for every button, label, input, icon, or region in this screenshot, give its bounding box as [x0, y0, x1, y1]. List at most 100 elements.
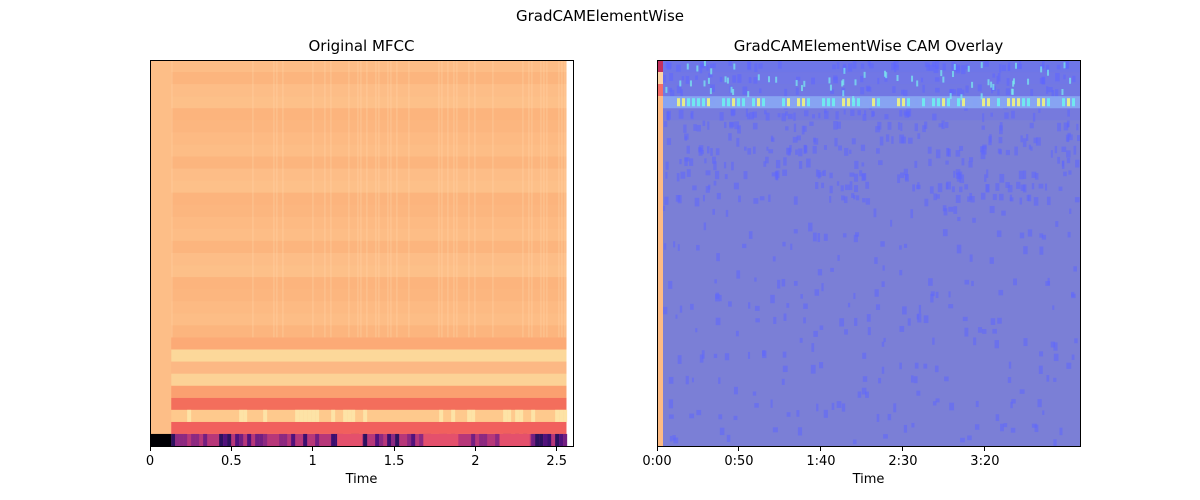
cam-speckle	[865, 391, 869, 398]
cam-speckle	[714, 170, 720, 180]
cam-speckle	[946, 147, 949, 157]
cam-speckle	[854, 160, 859, 169]
cam-speckle	[1008, 361, 1012, 369]
mfcc-cell	[291, 433, 296, 446]
cam-speckle	[910, 209, 914, 219]
cam-speckle	[1074, 338, 1078, 344]
cam-hot-cell	[1042, 98, 1045, 107]
mfcc-xtick-label: 1.5	[383, 454, 405, 469]
mfcc-row	[171, 204, 567, 217]
cam-speckle	[1026, 134, 1029, 141]
mfcc-cell	[507, 409, 512, 422]
mfcc-band	[171, 349, 567, 362]
cam-overlay-heatmap	[657, 60, 1080, 446]
cam-speckle	[681, 76, 685, 81]
cam-speckle	[1038, 108, 1041, 113]
mfcc-band	[171, 397, 567, 410]
cam-speckle	[752, 146, 756, 154]
cam-speckle	[1071, 354, 1075, 360]
mfcc-band	[171, 421, 567, 434]
cam-speckle	[677, 244, 680, 251]
cam-speckle	[669, 89, 675, 97]
cam-speckle	[1047, 277, 1050, 286]
cam-speckle	[857, 391, 862, 398]
mfcc-cell	[555, 433, 560, 446]
cam-speckle	[1020, 184, 1026, 191]
mfcc-cell	[503, 409, 508, 422]
cam-speckle	[929, 186, 934, 194]
mfcc-texture	[456, 60, 458, 338]
cam-speckle	[1042, 410, 1045, 415]
cam-speckle	[924, 62, 930, 68]
cam-spark	[940, 70, 943, 77]
cam-xlabel: Time	[852, 472, 885, 487]
cam-hot-cell	[822, 98, 825, 107]
cam-speckle	[843, 196, 848, 204]
cam-spark	[1011, 88, 1014, 95]
cam-speckle	[969, 157, 974, 162]
cam-speckle	[701, 350, 705, 359]
cam-speckle	[684, 133, 689, 140]
cam-spark	[951, 71, 954, 78]
cam-spark	[703, 60, 706, 67]
cam-speckle	[1050, 150, 1053, 158]
cam-speckle	[1053, 377, 1057, 382]
cam-speckle	[793, 229, 798, 234]
cam-speckle	[847, 302, 851, 308]
mfcc-texture	[453, 60, 455, 338]
cam-speckle	[935, 398, 940, 403]
cam-speckle	[862, 198, 866, 203]
cam-hot-cell	[947, 98, 950, 107]
mfcc-cell	[495, 433, 500, 446]
cam-hot-cell	[897, 98, 900, 107]
cam-speckle	[920, 77, 924, 83]
cam-speckle	[793, 112, 796, 121]
cam-speckle	[758, 63, 763, 69]
cam-speckle	[833, 121, 838, 130]
cam-speckle	[998, 149, 1002, 155]
cam-speckle	[768, 149, 774, 154]
cam-spark	[1012, 78, 1015, 85]
cam-spark	[775, 76, 778, 83]
cam-speckle	[693, 124, 697, 131]
cam-speckle	[973, 337, 977, 346]
mfcc-cell	[243, 409, 248, 422]
cam-xtick	[738, 446, 740, 451]
cam-xtick-label: 0:00	[642, 454, 672, 469]
cam-speckle	[1033, 137, 1038, 144]
cam-speckle	[797, 427, 803, 436]
mfcc-texture	[312, 60, 314, 338]
cam-spark	[967, 65, 970, 72]
cam-speckle	[917, 182, 920, 190]
cam-spark	[980, 93, 983, 100]
cam-speckle	[989, 257, 994, 264]
mfcc-texture	[252, 60, 254, 338]
cam-speckle	[847, 63, 853, 72]
cam-speckle	[930, 293, 934, 303]
cam-speckle	[934, 77, 940, 82]
cam-speckle	[1039, 77, 1044, 84]
cam-speckle	[936, 194, 940, 199]
cam-speckle	[747, 148, 752, 155]
cam-speckle	[924, 198, 929, 207]
cam-speckle	[1022, 184, 1027, 193]
cam-hot-cell	[802, 98, 805, 107]
mfcc-cell	[337, 433, 363, 446]
mfcc-cell	[239, 409, 244, 422]
cam-speckle	[997, 72, 1001, 82]
cam-speckle	[1028, 144, 1032, 150]
cam-speckle	[962, 316, 968, 322]
cam-speckle	[772, 427, 778, 433]
mfcc-cell	[419, 433, 424, 446]
cam-speckle	[754, 305, 760, 311]
cam-speckle	[782, 365, 788, 373]
cam-speckle	[837, 254, 840, 261]
cam-speckle	[955, 150, 961, 157]
cam-speckle	[829, 172, 833, 179]
cam-hot-cell	[692, 98, 695, 107]
cam-speckle	[702, 120, 706, 126]
cam-row	[663, 84, 1080, 97]
cam-speckle	[899, 269, 903, 276]
cam-hot-cell	[922, 98, 925, 107]
cam-spark	[724, 76, 727, 83]
